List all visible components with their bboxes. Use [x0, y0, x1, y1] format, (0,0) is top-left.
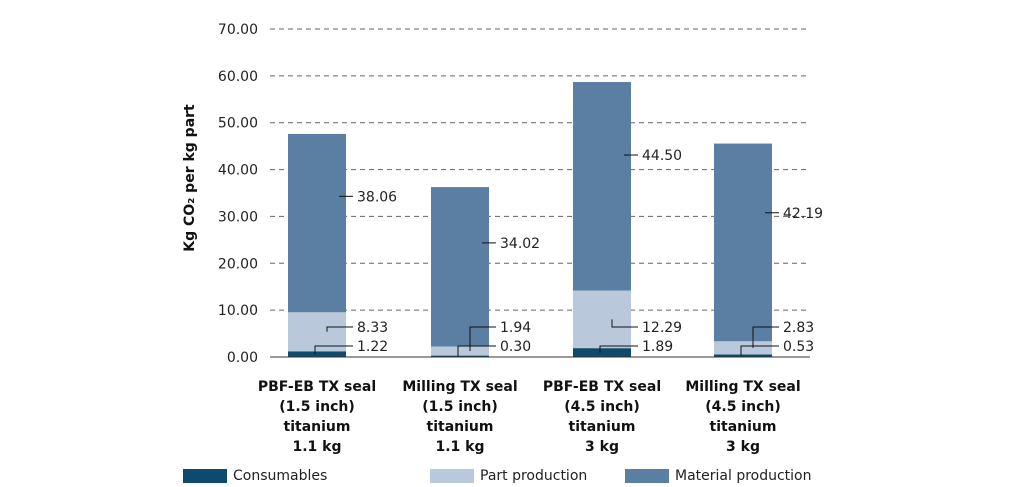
category-label: (1.5 inch)	[279, 399, 355, 415]
bar-segment-consumables	[714, 354, 772, 357]
data-label-material-production: 38.06	[357, 189, 397, 205]
legend-label-material-production: Material production	[675, 468, 812, 484]
category-label: 1.1 kg	[292, 439, 341, 455]
leader-line	[314, 345, 353, 355]
legend-item-consumables: Consumables	[183, 466, 327, 486]
category-label: Milling TX seal	[685, 379, 800, 395]
bar-segment-material-production	[431, 187, 489, 347]
bar-segment-part-production	[573, 290, 631, 349]
y-tick-label: 10.00	[218, 303, 258, 319]
data-labels: 38.06 8.33 1.22 34.02 1.94 0.30 44.50 12.29 1.89…	[314, 148, 823, 357]
legend-item-material-production: Material production	[625, 466, 812, 486]
bars	[288, 82, 772, 357]
grid-lines	[270, 28, 810, 311]
y-tick-label: 70.00	[218, 22, 258, 38]
category-label: Milling TX seal	[402, 379, 517, 395]
category-label: 3 kg	[726, 439, 760, 455]
data-label-consumables: 1.22	[357, 339, 388, 355]
bar-segment-consumables	[573, 348, 631, 357]
category-label: (1.5 inch)	[422, 399, 498, 415]
category-label: (4.5 inch)	[564, 399, 640, 415]
legend-label-part-production: Part production	[480, 468, 588, 484]
leader-line	[752, 326, 779, 348]
legend: Consumables Part production Material pro…	[0, 466, 1024, 486]
y-tick-label: 60.00	[218, 69, 258, 85]
stacked-bar-chart: 0.0010.0020.0030.0040.0050.0060.0070.00 …	[182, 22, 823, 455]
category-label: titanium	[284, 419, 351, 435]
y-tick-label: 40.00	[218, 163, 258, 179]
data-label-part-production: 2.83	[783, 320, 814, 336]
category-label: PBF-EB TX seal	[543, 379, 661, 395]
category-label: 1.1 kg	[435, 439, 484, 455]
y-tick-label: 20.00	[218, 256, 258, 272]
legend-swatch-material-production	[625, 469, 669, 483]
y-tick-label: 30.00	[218, 209, 258, 225]
category-label: titanium	[569, 419, 636, 435]
leader-line	[599, 345, 638, 353]
data-label-part-production: 1.94	[500, 320, 531, 336]
data-label-part-production: 8.33	[357, 320, 388, 336]
bar-segment-part-production	[431, 346, 489, 356]
legend-item-part-production: Part production	[430, 466, 587, 486]
category-label: 3 kg	[585, 439, 619, 455]
legend-swatch-part-production	[430, 469, 474, 483]
bar-segment-material-production	[573, 82, 631, 291]
data-label-material-production: 34.02	[500, 236, 540, 252]
data-label-consumables: 0.53	[783, 339, 814, 355]
data-label-part-production: 12.29	[642, 320, 682, 336]
leader-line	[326, 326, 353, 332]
bar-segment-part-production	[288, 312, 346, 352]
leader-line	[611, 319, 638, 328]
leader-line	[457, 345, 496, 357]
x-axis-categories: PBF-EB TX seal (1.5 inch) titanium 1.1 kg Mi…	[258, 379, 801, 455]
category-label: titanium	[710, 419, 777, 435]
data-label-consumables: 0.30	[500, 339, 531, 355]
data-label-consumables: 1.89	[642, 339, 673, 355]
bar-segment-consumables	[431, 355, 489, 357]
bar-segment-material-production	[714, 143, 772, 342]
y-axis-label: Kg CO₂ per kg part	[182, 104, 198, 252]
leader-line	[469, 326, 496, 352]
bar-segment-part-production	[714, 341, 772, 355]
leader-line	[740, 345, 779, 356]
category-label: titanium	[427, 419, 494, 435]
data-label-material-production: 44.50	[642, 148, 682, 164]
y-axis-title: Kg CO₂ per kg part	[182, 104, 198, 252]
legend-swatch-consumables	[183, 469, 227, 483]
category-label: (4.5 inch)	[705, 399, 781, 415]
data-label-material-production: 42.19	[783, 206, 823, 222]
y-axis-ticks: 0.00 10.00 20.00 30.00 40.00 50.00 60.00 70.00	[218, 22, 258, 366]
y-tick-label: 50.00	[218, 116, 258, 132]
category-label: PBF-EB TX seal	[258, 379, 376, 395]
bar-segment-consumables	[288, 351, 346, 357]
bar-segment-material-production	[288, 133, 346, 313]
legend-label-consumables: Consumables	[233, 468, 328, 484]
y-tick-label: 0.00	[227, 350, 258, 366]
